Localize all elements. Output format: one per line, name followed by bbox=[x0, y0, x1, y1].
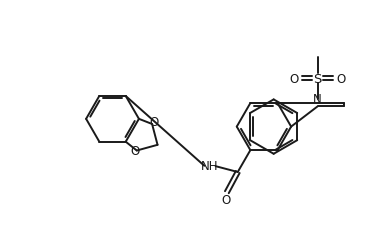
Text: O: O bbox=[290, 73, 299, 86]
Text: O: O bbox=[149, 116, 158, 128]
Text: N: N bbox=[313, 92, 322, 105]
Text: NH: NH bbox=[201, 159, 218, 172]
Text: O: O bbox=[336, 73, 345, 86]
Text: S: S bbox=[313, 73, 322, 86]
Text: O: O bbox=[221, 193, 230, 206]
Text: O: O bbox=[131, 144, 140, 157]
